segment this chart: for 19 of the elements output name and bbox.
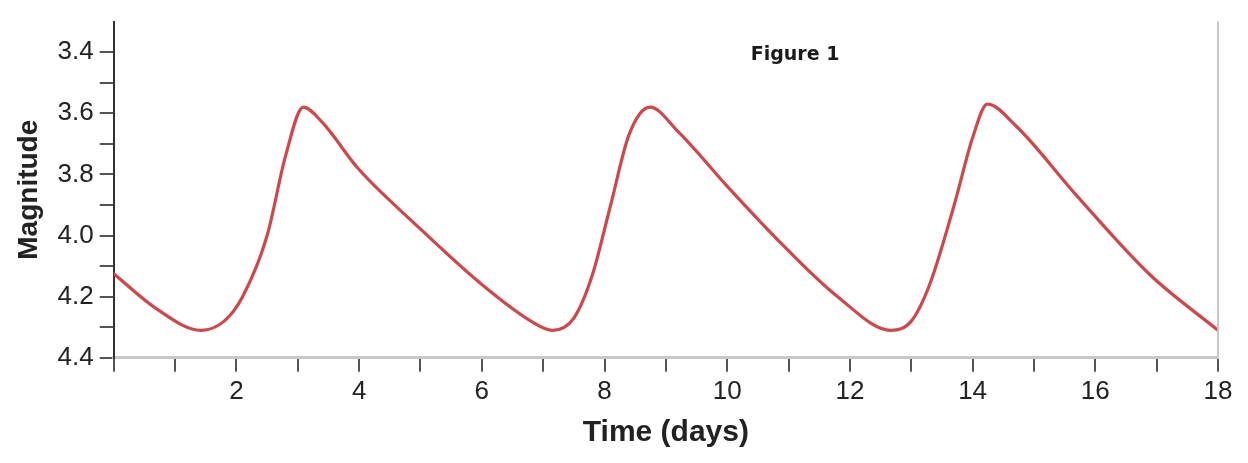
x-tick-label: 12 xyxy=(835,374,865,405)
text: Figure 1 xyxy=(750,42,840,65)
x-tick-label: 16 xyxy=(1080,374,1110,405)
y-axis-title: Magnitude xyxy=(11,119,43,260)
x-tick-label: 14 xyxy=(958,374,988,405)
x-tick-label: 10 xyxy=(712,374,742,405)
x-tick-label: 6 xyxy=(474,374,490,405)
x-tick-label: 18 xyxy=(1203,374,1233,405)
x-tick-label: 2 xyxy=(229,374,244,405)
y-tick-label: 4.4 xyxy=(57,340,94,371)
x-tick-label: 4 xyxy=(351,374,367,405)
y-tick-label: 3.6 xyxy=(57,96,94,127)
x-tick-label: 8 xyxy=(597,374,612,405)
line-series xyxy=(113,102,1218,332)
y-tick-label: 3.8 xyxy=(57,157,94,188)
x-axis-title: Time (days) xyxy=(582,414,749,448)
y-tick-label: 4.2 xyxy=(57,279,94,310)
y-tick-label: 4.0 xyxy=(57,218,94,249)
y-tick-label: 3.4 xyxy=(57,35,94,66)
